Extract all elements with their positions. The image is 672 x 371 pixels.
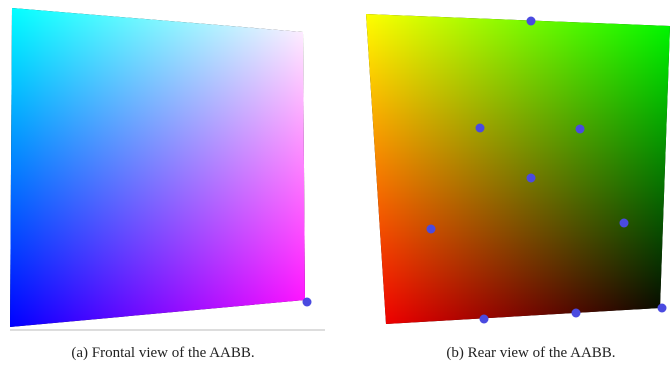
frontal-view	[10, 8, 312, 327]
page: (a) Frontal view of the AABB. (b) Rear v…	[0, 0, 672, 371]
rear-view	[366, 14, 670, 324]
caption: (b) Rear view of the AABB.	[446, 345, 615, 361]
figure: (a) Frontal view of the AABB. (b) Rear v…	[0, 0, 672, 371]
vertex-dot	[476, 124, 485, 133]
vertex-dot	[427, 225, 436, 234]
vertex-dot	[303, 298, 312, 307]
cube-face-shade	[10, 8, 305, 327]
vertex-dot	[620, 219, 629, 228]
caption: (a) Frontal view of the AABB.	[71, 345, 254, 361]
vertex-dot	[576, 125, 585, 134]
vertex-dot	[572, 309, 581, 318]
vertex-dot	[480, 315, 489, 324]
vertex-dot	[527, 174, 536, 183]
vertex-dot	[658, 304, 667, 313]
cube-face-shade	[366, 14, 670, 324]
vertex-dot	[527, 17, 536, 26]
